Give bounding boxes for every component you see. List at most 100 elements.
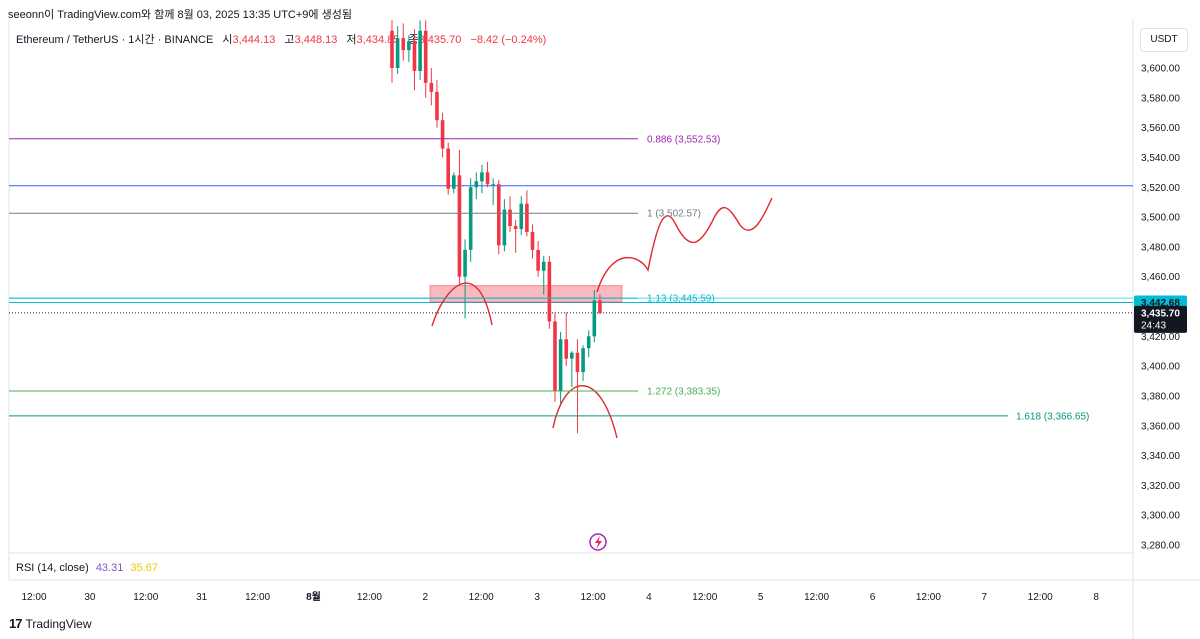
countdown-text: 24:43	[1141, 320, 1166, 331]
candle-body	[440, 120, 445, 149]
zone-rect	[429, 285, 623, 303]
price-tick-label: 3,420.00	[1141, 332, 1180, 343]
price-tick-label: 3,400.00	[1141, 362, 1180, 373]
close-value: 3,435.70	[418, 34, 462, 46]
price-tick-label: 3,500.00	[1141, 213, 1180, 224]
price-tick-label: 3,580.00	[1141, 93, 1180, 104]
time-tick-label: 12:00	[1028, 592, 1053, 603]
time-tick-label: 12:00	[245, 592, 270, 603]
low-label: 저	[346, 34, 357, 46]
time-tick-label: 5	[758, 592, 764, 603]
candles	[390, 20, 602, 434]
candle-body	[390, 30, 394, 68]
symbol-name[interactable]: Ethereum / TetherUS · 1시간 · BINANCE	[16, 34, 214, 46]
time-tick-label: 12:00	[21, 592, 46, 603]
price-tick-label: 3,300.00	[1141, 511, 1180, 522]
chart-grid	[8, 18, 1200, 639]
change-value: −8.42 (−0.24%)	[470, 34, 547, 46]
fib-label: 1.618 (3,366.65)	[1016, 411, 1089, 422]
time-tick-label: 12:00	[133, 592, 158, 603]
time-tick-label: 3	[534, 592, 540, 603]
candle-body	[474, 181, 479, 188]
candle-body	[592, 300, 597, 337]
tradingview-logo-icon: 17	[9, 616, 23, 631]
candle-body	[418, 30, 422, 71]
candle-body	[401, 38, 406, 51]
time-tick-label: 12:00	[580, 592, 605, 603]
tradingview-brand[interactable]: 17 TradingView	[9, 616, 92, 631]
candle-body	[541, 261, 546, 271]
time-tick-label: 12:00	[692, 592, 717, 603]
rsi-label[interactable]: RSI (14, close)	[16, 562, 89, 574]
currency-button[interactable]: USDT	[1140, 28, 1188, 52]
candle-body	[423, 30, 428, 83]
candle-body	[452, 175, 456, 189]
rsi-ma-value: 35.67	[130, 562, 158, 574]
last-price-text: 3,435.70	[1141, 308, 1180, 319]
time-tick-label: 31	[196, 592, 208, 603]
fib-label: 1 (3,502.57)	[647, 209, 701, 220]
candle-body	[407, 41, 411, 51]
time-tick-label: 4	[646, 592, 652, 603]
candle-body	[435, 91, 439, 121]
candle-body	[564, 339, 569, 359]
wave-projection	[596, 197, 773, 293]
candle-body	[395, 38, 400, 68]
open-label: 시	[222, 34, 233, 46]
price-tick-label: 3,520.00	[1141, 183, 1180, 194]
fib-levels[interactable]: 0.886 (3,552.53) 1 (3,502.57) 1.13 (3,445.…	[9, 134, 1133, 422]
price-tick-label: 3,480.00	[1141, 242, 1180, 253]
price-tick-label: 3,600.00	[1141, 64, 1180, 75]
time-tick-label: 12:00	[804, 592, 829, 603]
candle-body	[525, 203, 529, 232]
chart-snapshot-note: seeonn이 TradingView.com와 함께 8월 03, 2025 …	[8, 9, 352, 21]
candle-body	[446, 148, 450, 189]
candle-body	[558, 339, 563, 392]
arc-drawing-left	[431, 282, 493, 327]
candle-body	[553, 321, 557, 392]
time-tick-label: 7	[982, 592, 988, 603]
candle-body	[575, 352, 580, 373]
candle-body	[502, 209, 507, 246]
time-tick-label: 12:00	[357, 592, 382, 603]
candle-body	[536, 249, 540, 271]
candle-body	[570, 352, 574, 359]
price-tick-label: 3,340.00	[1141, 451, 1180, 462]
arc-drawing-bottom	[552, 385, 618, 439]
time-axis[interactable]: 12:00 30 12:00 31 12:00 8월 12:00 2 12:00 3 12:00 4 1…	[21, 591, 1099, 603]
time-tick-label: 8월	[306, 591, 321, 603]
time-tick-label: 12:00	[469, 592, 494, 603]
candle-body	[457, 175, 462, 277]
time-tick-label: 30	[84, 592, 96, 603]
price-tick-label: 3,360.00	[1141, 421, 1180, 432]
projection-drawings[interactable]	[431, 197, 773, 439]
time-tick-label: 12:00	[916, 592, 941, 603]
high-value: 3,448.13	[294, 34, 338, 46]
level-price-text: 3,442.68	[1141, 298, 1180, 309]
candle-body	[519, 203, 524, 229]
candle-body	[429, 82, 434, 92]
rsi-value: 43.31	[95, 562, 124, 574]
candle-body	[463, 249, 467, 277]
candle-body	[491, 184, 495, 186]
candle-body	[412, 41, 417, 71]
price-tick-label: 3,540.00	[1141, 153, 1180, 164]
candle-body	[598, 300, 602, 313]
close-label: 종	[408, 34, 419, 46]
candle-body	[485, 172, 490, 185]
candle-body	[530, 231, 535, 250]
price-tick-label: 3,460.00	[1141, 272, 1180, 283]
resistance-zone[interactable]	[429, 285, 623, 303]
price-tick-label: 3,560.00	[1141, 123, 1180, 134]
low-value: 3,434.85	[356, 34, 400, 46]
lightning-icon[interactable]	[589, 533, 607, 551]
candle-body	[581, 348, 585, 373]
price-tick-label: 3,280.00	[1141, 541, 1180, 552]
price-tick-label: 3,320.00	[1141, 481, 1180, 492]
lightning-icon-bolt	[595, 536, 602, 549]
open-value: 3,444.13	[232, 34, 276, 46]
candle-body	[496, 184, 501, 246]
fib-label: 0.886 (3,552.53)	[647, 134, 720, 145]
